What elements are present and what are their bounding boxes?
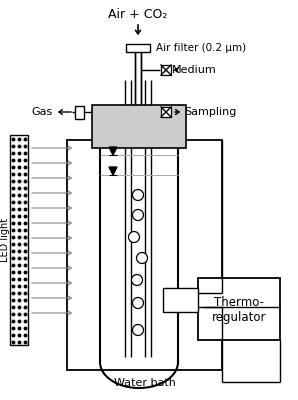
Bar	[163, 288, 198, 312]
Bar	[126, 44, 150, 52]
Bar	[10, 135, 28, 345]
Text: Thermo-: Thermo-	[214, 296, 264, 310]
Polygon shape	[109, 147, 117, 155]
Circle shape	[136, 252, 148, 264]
Text: Gas: Gas	[32, 107, 53, 117]
Circle shape	[133, 298, 144, 308]
Bar	[74, 106, 83, 118]
Bar	[161, 65, 171, 75]
Text: Water bath: Water bath	[114, 378, 176, 388]
Text: Medium: Medium	[172, 65, 217, 75]
Bar	[67, 140, 222, 370]
Circle shape	[131, 274, 142, 286]
Bar	[198, 278, 280, 340]
Text: regulator: regulator	[212, 310, 266, 324]
Circle shape	[133, 190, 144, 200]
Circle shape	[128, 232, 139, 242]
Bar	[161, 107, 171, 117]
Text: Air + CO₂: Air + CO₂	[108, 8, 168, 21]
Polygon shape	[109, 167, 117, 175]
Text: Sampling: Sampling	[184, 107, 236, 117]
Bar	[92, 105, 186, 148]
Circle shape	[133, 210, 144, 220]
Text: LED light: LED light	[0, 218, 10, 262]
Text: Air filter (0.2 μm): Air filter (0.2 μm)	[156, 43, 246, 53]
Circle shape	[133, 324, 144, 336]
